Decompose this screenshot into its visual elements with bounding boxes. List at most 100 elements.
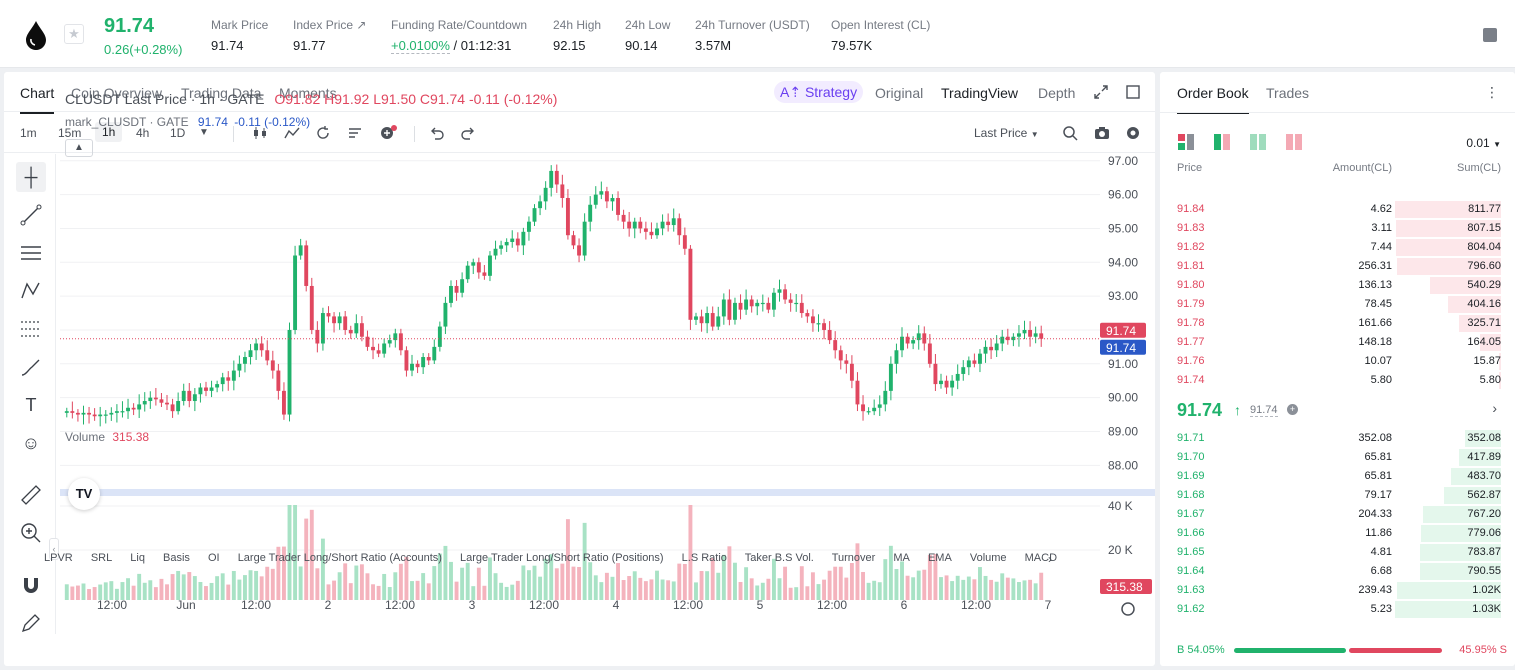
ruler-icon[interactable] [16, 480, 46, 510]
bids-row[interactable]: 91.62 5.23 1.03K [1160, 600, 1515, 619]
asks-row[interactable]: 91.81 256.31 796.60 [1160, 257, 1515, 276]
indicator-taker-vol[interactable]: Taker B.S Vol. [744, 552, 814, 564]
indicators-icon[interactable] [284, 125, 300, 141]
candle-body [209, 387, 214, 391]
timeframe-15m[interactable]: 15m [58, 126, 82, 140]
pencil-lock-icon[interactable] [16, 608, 46, 638]
bids-row[interactable]: 91.71 352.08 352.08 [1160, 429, 1515, 448]
price-type-select[interactable]: Last Price ▼ [974, 126, 1039, 140]
emoji-icon[interactable]: ☺ [21, 433, 41, 453]
asks-row[interactable]: 91.74 5.80 5.80 [1160, 371, 1515, 390]
text-icon[interactable]: T [25, 395, 37, 415]
expand-icon[interactable] [1094, 85, 1108, 99]
pattern-icon[interactable] [16, 276, 46, 306]
indicator-macd[interactable]: MACD [1024, 552, 1058, 564]
indicator-basis[interactable]: Basis [163, 552, 190, 564]
tab-coin-overview[interactable]: Coin Overview [71, 85, 163, 101]
candle-body [64, 411, 69, 413]
collapse-toolbar-icon[interactable]: ‹ [49, 538, 59, 560]
bids-row[interactable]: 91.70 65.81 417.89 [1160, 448, 1515, 467]
magnet-icon[interactable] [16, 570, 46, 600]
tab-order-book[interactable]: Order Book [1177, 85, 1249, 114]
indicator-ema[interactable]: EMA [927, 552, 952, 564]
timeframe-1h[interactable]: 1h [95, 122, 123, 142]
mode-split-icon[interactable] [1214, 134, 1230, 150]
bids-row[interactable]: 91.63 239.43 1.02K [1160, 581, 1515, 600]
asks-row[interactable]: 91.79 78.45 404.16 [1160, 295, 1515, 314]
volume-bar [259, 576, 264, 600]
tab-moments[interactable]: Moments [279, 85, 337, 101]
add-alert-icon[interactable] [379, 124, 399, 142]
funding-rate-value[interactable]: +0.0100% [391, 38, 450, 54]
indicator-volume[interactable]: Volume [969, 552, 1007, 564]
indicator-lpvr[interactable]: LPVR [44, 552, 73, 564]
crosshair-icon[interactable]: ┼ [16, 162, 46, 192]
timeframe-1m[interactable]: 1m [20, 126, 37, 140]
window-icon[interactable] [1126, 85, 1140, 99]
chevron-down-icon[interactable]: ▼ [199, 127, 209, 138]
asks-row[interactable]: 91.76 10.07 15.87 [1160, 352, 1515, 371]
projection-icon[interactable] [16, 314, 46, 344]
bids-row[interactable]: 91.68 79.17 562.87 [1160, 486, 1515, 505]
templates-icon[interactable] [347, 125, 363, 141]
mode-bids-icon[interactable] [1250, 134, 1266, 150]
bids-row[interactable]: 91.67 204.33 767.20 [1160, 505, 1515, 524]
bids-row[interactable]: 91.66 11.86 779.06 [1160, 524, 1515, 543]
indicator-lt-ratio-positions[interactable]: Large Trader Long/Short Ratio (Positions… [459, 552, 664, 564]
brush-icon[interactable] [16, 352, 46, 382]
view-tradingview[interactable]: TradingView [941, 85, 1019, 101]
book-icon[interactable] [1483, 28, 1497, 42]
timeframe-1d[interactable]: 1D [170, 126, 186, 140]
search-icon[interactable] [1062, 125, 1078, 141]
view-depth[interactable]: Depth [1038, 85, 1076, 101]
tab-trades[interactable]: Trades [1266, 85, 1310, 101]
asks-row[interactable]: 91.78 161.66 325.71 [1160, 314, 1515, 333]
depth-bar [1465, 430, 1501, 447]
indicator-liq[interactable]: Liq [130, 552, 145, 564]
replay-icon[interactable] [315, 125, 331, 141]
asks-row[interactable]: 91.83 3.11 807.15 [1160, 219, 1515, 238]
stat-24h-high: 24h High 92.15 [553, 18, 602, 53]
camera-icon[interactable] [1094, 125, 1110, 141]
indicator-oi[interactable]: OI [208, 552, 220, 564]
redo-icon[interactable] [460, 125, 476, 141]
indicator-turnover[interactable]: Turnover [831, 552, 876, 564]
view-original[interactable]: Original [875, 85, 924, 101]
bids-row[interactable]: 91.69 65.81 483.70 [1160, 467, 1515, 486]
favorite-star-icon[interactable]: ★ [64, 24, 84, 44]
mode-both-icon[interactable] [1178, 134, 1194, 150]
undo-icon[interactable] [429, 125, 445, 141]
gear-icon[interactable] [1125, 125, 1141, 141]
fib-icon[interactable] [16, 238, 46, 268]
indicator-lt-ratio-accounts[interactable]: Large Trader Long/Short Ratio (Accounts) [237, 552, 442, 564]
tab-trading-data[interactable]: Trading Data [181, 85, 262, 101]
mode-asks-icon[interactable] [1286, 134, 1302, 150]
legend-collapse-button[interactable]: ▲ [65, 139, 93, 157]
strategy-button[interactable]: A⇡ Strategy [774, 81, 864, 103]
volume-bar [632, 571, 637, 600]
chevron-right-icon[interactable]: › [1492, 400, 1497, 416]
price-chart[interactable]: 97.0096.0095.0094.0093.0092.0091.0090.00… [60, 154, 1155, 634]
asks-row[interactable]: 91.84 4.62 811.77 [1160, 200, 1515, 219]
tradingview-logo[interactable]: TV [68, 478, 100, 510]
precision-select[interactable]: 0.01 ▼ [1466, 136, 1501, 150]
zoom-in-icon[interactable] [16, 518, 46, 548]
more-icon[interactable]: ⋮ [1485, 84, 1499, 100]
volume-bar [98, 584, 103, 600]
bids-row[interactable]: 91.64 6.68 790.55 [1160, 562, 1515, 581]
stat-index-price[interactable]: Index Price ↗ 91.77 [293, 18, 367, 53]
candles-icon[interactable] [252, 125, 268, 141]
asks-row[interactable]: 91.77 148.18 164.05 [1160, 333, 1515, 352]
asks-row[interactable]: 91.80 136.13 540.29 [1160, 276, 1515, 295]
timeframe-4h[interactable]: 4h [136, 126, 150, 140]
asks-row[interactable]: 91.82 7.44 804.04 [1160, 238, 1515, 257]
chevron-right-icon[interactable]: › [1048, 552, 1052, 566]
indicator-ma[interactable]: MA [893, 552, 910, 564]
tab-chart[interactable]: Chart [20, 85, 55, 114]
volume-bar [326, 584, 331, 600]
candle-body [243, 357, 247, 364]
indicator-ls-ratio[interactable]: L.S Ratio [681, 552, 727, 564]
indicator-srl[interactable]: SRL [90, 552, 113, 564]
trendline-icon[interactable] [16, 200, 46, 230]
bids-row[interactable]: 91.65 4.81 783.87 [1160, 543, 1515, 562]
